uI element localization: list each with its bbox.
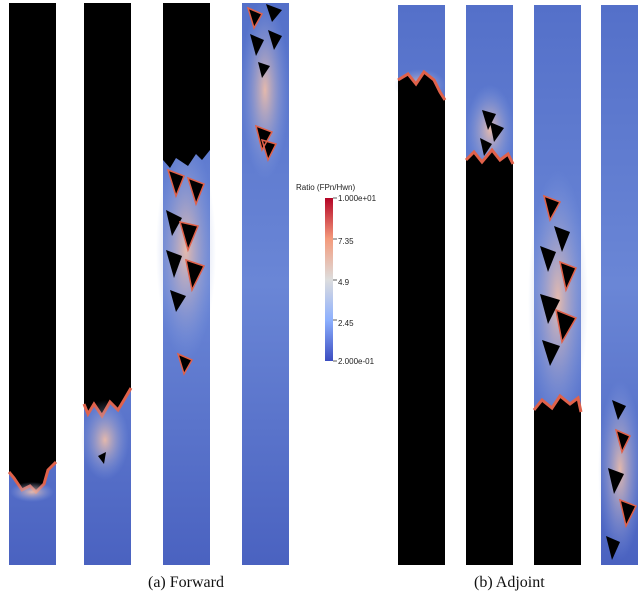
colorbar-tick-label: 1.000e+01	[338, 194, 377, 203]
colorbar-tick-marks	[333, 197, 337, 362]
forward-panel	[7, 0, 289, 565]
forward-column-1	[7, 3, 58, 565]
adjoint-column-1	[394, 5, 447, 565]
forward-column-2	[81, 3, 133, 565]
colorbar-title: Ratio (FPn/Hwn)	[296, 183, 355, 192]
adjoint-column-3	[528, 5, 588, 565]
forward-column-3	[156, 3, 216, 565]
colorbar: Ratio (FPn/Hwn) 1.000e+01 7.35 4.9 2.45 …	[296, 183, 377, 366]
caption-adjoint: (b) Adjoint	[474, 574, 545, 591]
adjoint-panel	[394, 5, 638, 565]
colorbar-tick-label: 2.000e-01	[338, 357, 375, 366]
colorbar-gradient	[325, 198, 333, 361]
colorbar-tick-label: 4.9	[338, 278, 350, 287]
forward-column-4	[241, 0, 289, 565]
colorbar-tick-label: 2.45	[338, 319, 354, 328]
caption-forward: (a) Forward	[148, 574, 224, 591]
adjoint-column-4	[598, 5, 638, 565]
colorbar-tick-label: 7.35	[338, 237, 354, 246]
adjoint-column-2	[464, 5, 515, 565]
